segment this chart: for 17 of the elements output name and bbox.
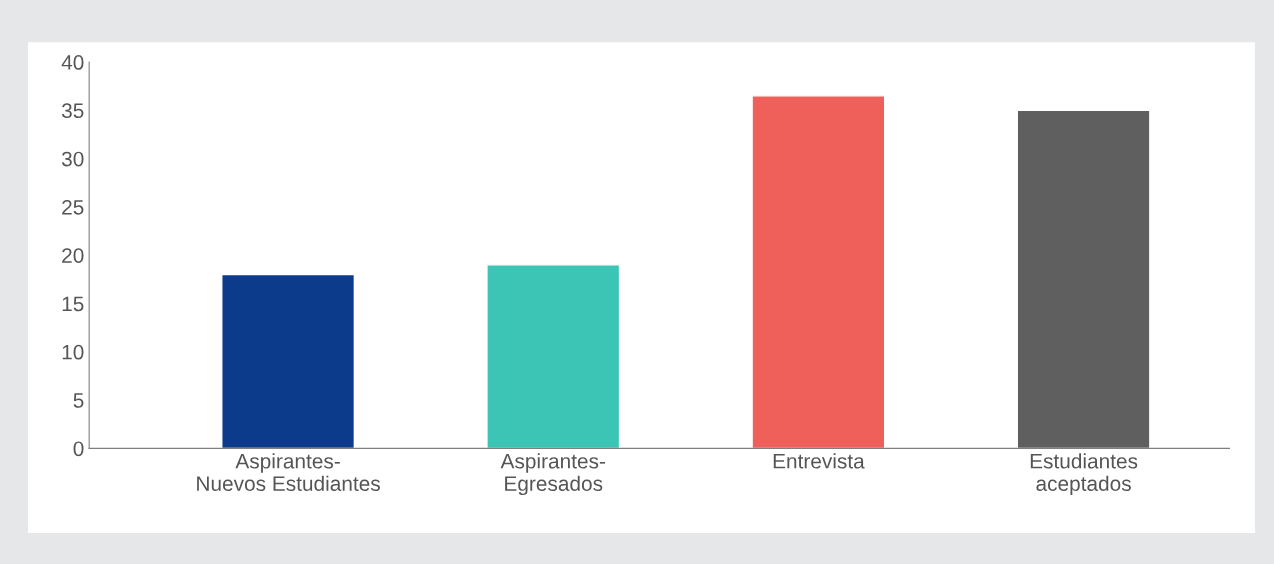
y-tick-label: 35 [61,103,84,119]
x-tick-label: Estudiantes aceptados [1030,453,1138,496]
y-tick-label: 20 [62,248,84,263]
bar [221,273,356,449]
x-tick-label: Aspirantes- Nuevos Estudiantes [197,453,380,491]
y-tick-label: 15 [62,296,84,312]
bar [486,264,621,449]
bar [1016,109,1151,449]
x-tick-label: Aspirantes- Egresados [500,453,605,496]
y-tick-label: 30 [61,151,84,167]
y-tick-label: 25 [62,199,84,215]
y-tick-label: 0 [73,441,84,457]
y-tick-label: 10 [62,344,84,360]
x-tick-label: Entrevista [773,453,865,469]
bar [751,95,886,449]
y-tick-label: 40 [61,55,84,70]
y-tick-label: 5 [73,393,84,408]
